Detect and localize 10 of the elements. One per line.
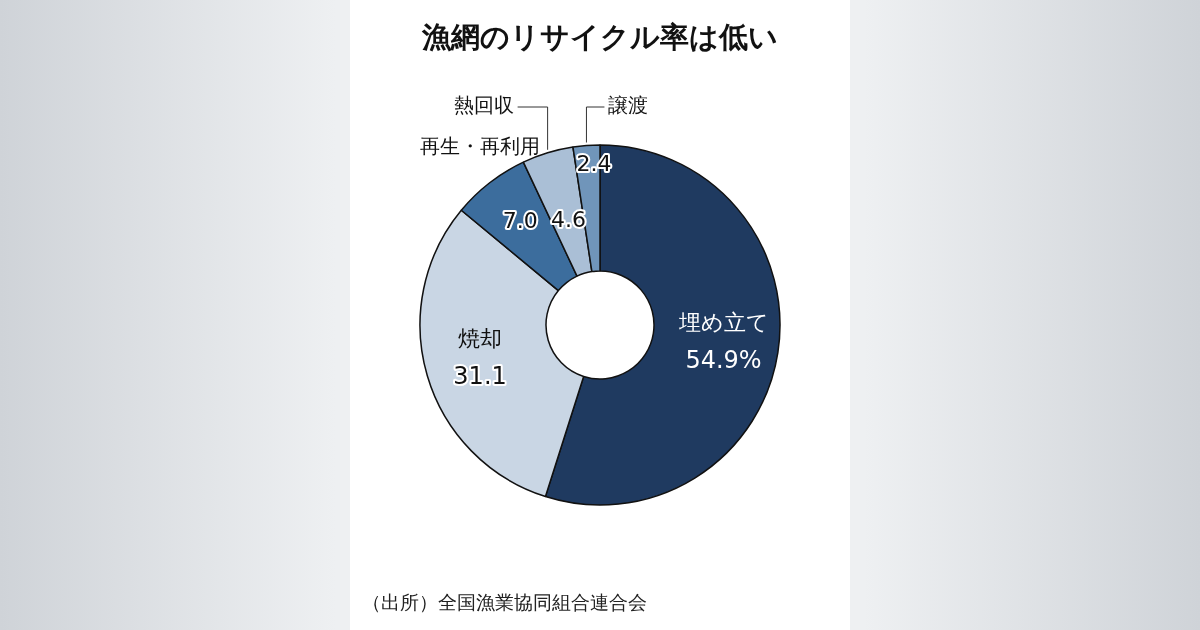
slice-label: 再生・再利用 <box>419 133 540 158</box>
data-label: 54.9% <box>685 346 762 375</box>
text: （出所）全国漁業協同組合連合会 <box>362 590 647 615</box>
chart-title: 漁網のリサイクル率は低い <box>421 19 779 56</box>
data-label: 7.0 <box>502 208 538 233</box>
slice-label: 熱回収 <box>453 93 514 118</box>
slice-label: 譲渡 <box>608 93 649 118</box>
slice-label: 埋め立て <box>677 309 769 335</box>
data-label: 31.1 <box>453 362 507 391</box>
slice-label: 焼却 <box>458 325 503 351</box>
